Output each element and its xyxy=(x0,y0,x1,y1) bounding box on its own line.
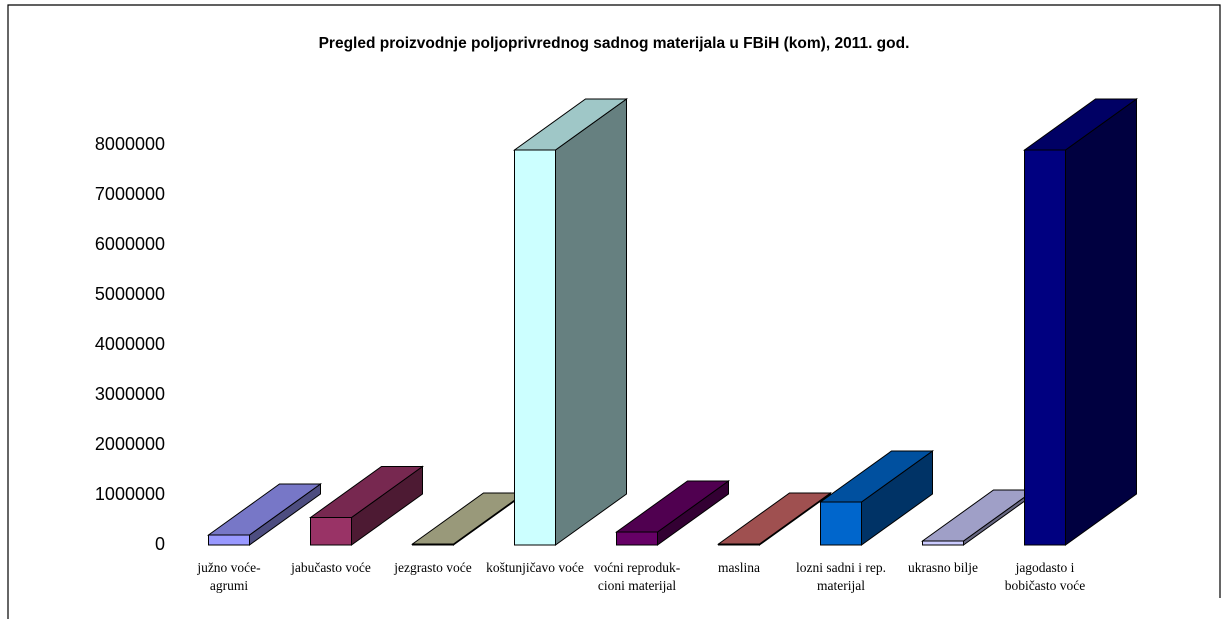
y-tick-label: 2000000 xyxy=(95,434,165,454)
x-tick-label: maslina xyxy=(718,560,760,575)
bar xyxy=(512,98,629,546)
y-tick-label: 0 xyxy=(155,534,165,554)
x-tick-label: južno voće-agrumi xyxy=(197,560,261,593)
bar-side xyxy=(555,98,627,546)
bar xyxy=(818,450,935,546)
chart-frame xyxy=(7,4,1221,619)
bar xyxy=(716,492,833,546)
y-tick-label: 3000000 xyxy=(95,384,165,404)
y-tick-label: 8000000 xyxy=(95,134,165,154)
y-tick-label: 1000000 xyxy=(95,484,165,504)
bar xyxy=(614,480,731,546)
bar-front xyxy=(718,543,760,546)
bar-front xyxy=(820,501,862,546)
bar-side xyxy=(1065,98,1137,546)
x-tick-label: lozni sadni i rep. materijal xyxy=(796,560,886,593)
bar-front xyxy=(514,149,556,546)
x-tick-label: koštunjičavo voće xyxy=(486,560,584,575)
bar-front xyxy=(310,517,352,546)
bar xyxy=(206,483,323,546)
bar-front xyxy=(208,534,250,546)
x-tick-label: jezgrasto voće xyxy=(394,560,472,575)
bar-front xyxy=(616,531,658,546)
y-tick-label: 4000000 xyxy=(95,334,165,354)
chart-title: Pregled proizvodnje poljoprivrednog sadn… xyxy=(319,35,910,52)
bar xyxy=(920,489,1037,546)
x-tick-label: jabučasto voće xyxy=(291,560,371,575)
bar-top xyxy=(716,492,833,545)
bar xyxy=(308,465,425,546)
x-tick-label: voćni reproduk­cioni materijal xyxy=(593,560,681,593)
bar-front xyxy=(412,543,454,546)
y-tick-label: 6000000 xyxy=(95,234,165,254)
bar-front xyxy=(1024,149,1066,546)
x-tick-label: jagodasto i bobičasto voće xyxy=(1004,560,1086,593)
bar xyxy=(1022,98,1139,546)
y-tick-label: 5000000 xyxy=(95,284,165,304)
bar-top xyxy=(410,492,527,545)
y-tick-label: 7000000 xyxy=(95,184,165,204)
bar-front xyxy=(922,540,964,546)
x-tick-label: ukrasno bilje xyxy=(907,560,979,575)
bar xyxy=(410,492,527,546)
